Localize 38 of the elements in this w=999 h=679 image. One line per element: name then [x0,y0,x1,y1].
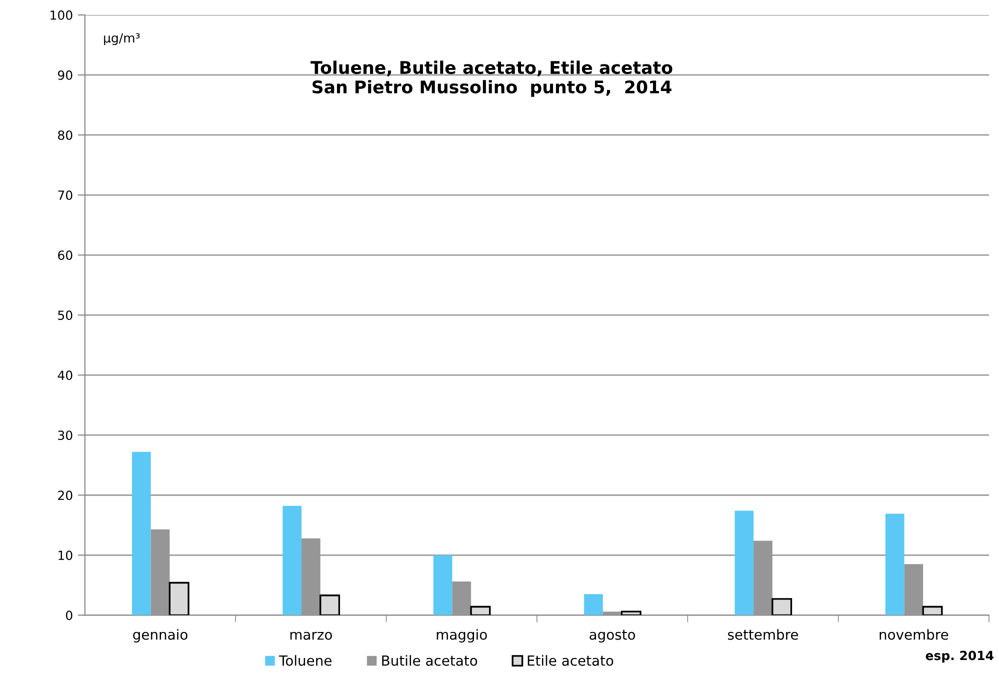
legend-label: Butile acetato [382,655,478,666]
text: Toluene, Butile acetato, Etile acetato San Pietro Mussolino punto 5, 2014 [310,60,672,97]
x-tick-label: marzo [290,632,332,640]
x-tick-label: gennaio [133,629,188,643]
text: esp. 2014 [926,650,994,663]
y-tick-label: 20 [58,490,72,500]
bar [922,606,943,616]
bar [320,594,340,616]
y-tick-label: 90 [58,70,72,80]
y-tick-label: 60 [58,250,72,260]
bar [885,514,904,616]
y-axis-title: µg/m³ [104,33,140,46]
y-tick-label: 30 [58,430,72,440]
y-tick-label: 70 [58,190,72,200]
y-tick-label: 10 [58,550,72,560]
bar [452,582,472,616]
x-tick-label: novembre [880,629,948,640]
legend-label: Etile acetato [528,655,614,666]
x-tick-label: agosto [590,630,636,643]
bar [620,610,642,616]
y-tick-label: 50 [58,310,72,320]
bar [602,612,622,616]
bar [433,555,452,616]
bar [772,598,792,616]
y-tick-label: 100 [50,10,72,20]
y-tick-label: 40 [58,370,72,380]
bar [734,510,754,616]
bar [584,594,603,616]
bar [282,506,302,616]
bar [132,452,151,616]
bar [168,582,190,616]
y-tick-label: 0 [66,610,72,620]
x-tick-label: maggio [436,629,487,643]
y-tick-label: 80 [58,130,72,140]
bar [470,606,491,616]
legend-label: Toluene [278,655,332,666]
bar [904,564,924,616]
x-tick-label: settembre [728,629,798,640]
